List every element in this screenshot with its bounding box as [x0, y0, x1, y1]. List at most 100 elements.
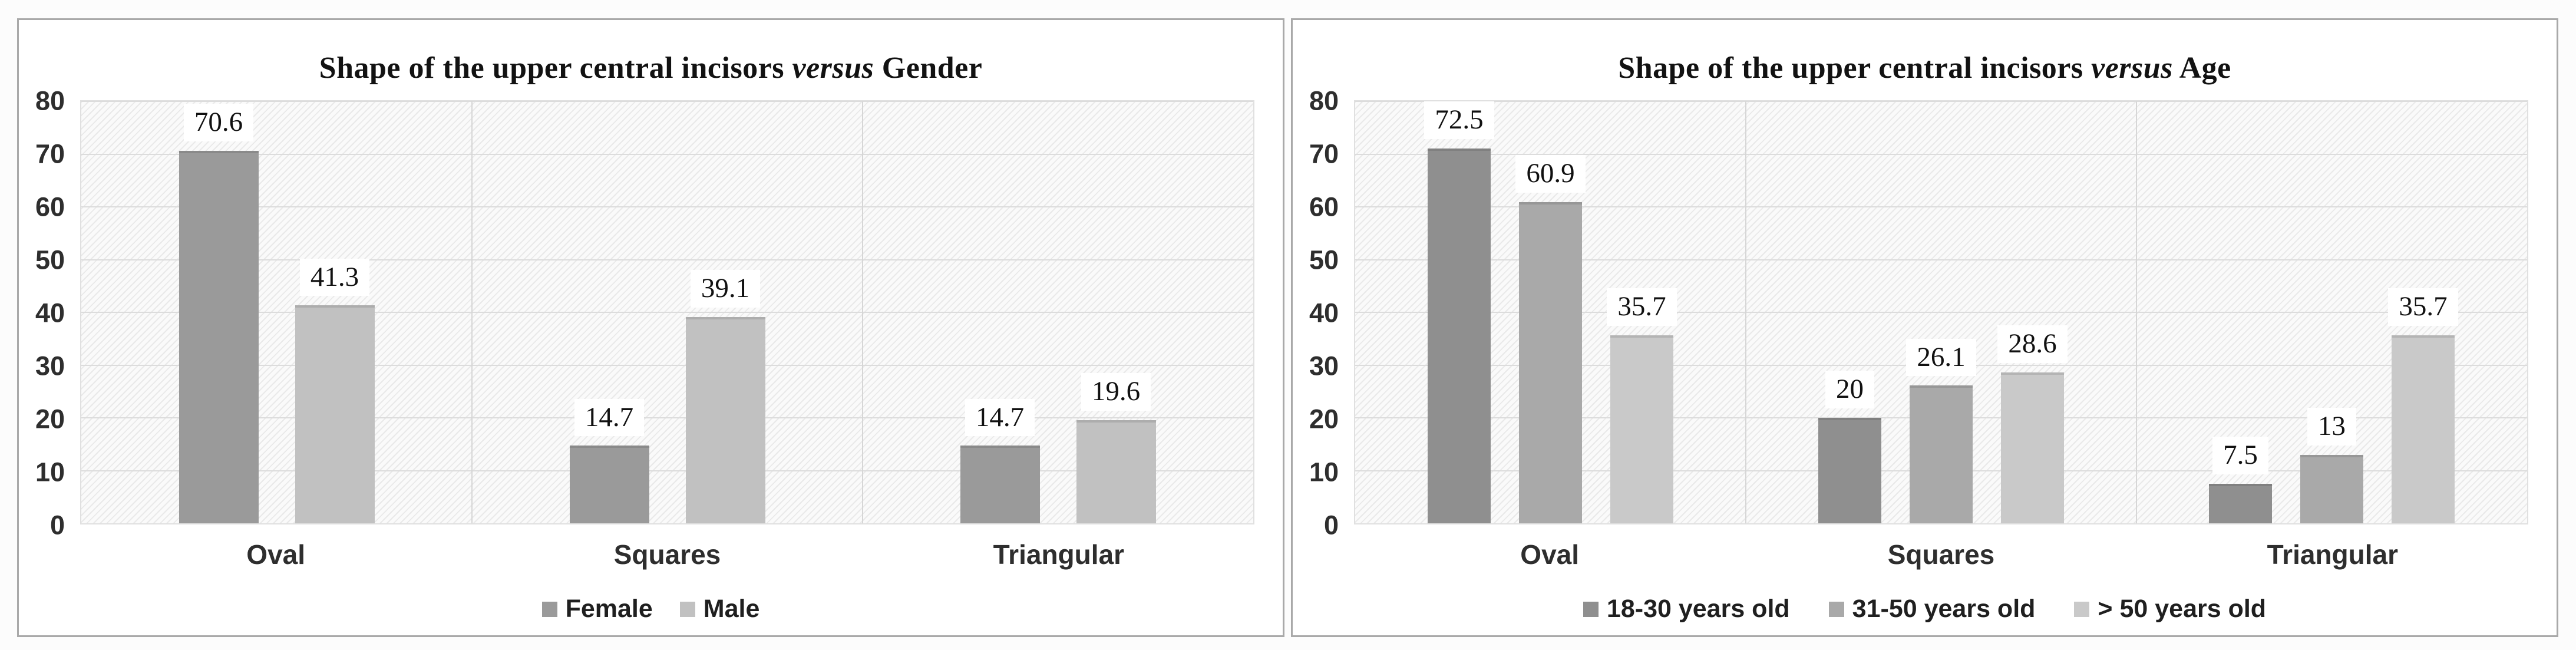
gridline-y-60	[81, 206, 1253, 207]
bar-18-30-years-old	[1428, 148, 1491, 523]
category-separator	[1745, 101, 1746, 523]
gridline-y-80	[81, 101, 1253, 102]
gridline-y-70	[81, 153, 1253, 155]
bar-18-30-years-old	[2209, 483, 2272, 523]
bar-cell: 35.7	[2388, 101, 2458, 523]
title-text: Shape of the upper central incisors	[1618, 51, 2083, 85]
bar-male	[685, 317, 765, 523]
title-italic-word: versus	[792, 51, 874, 85]
x-category-label-oval: Oval	[246, 539, 306, 570]
gridline-y-50	[81, 259, 1253, 260]
gridline-y-40	[81, 312, 1253, 313]
data-label: 41.3	[299, 258, 370, 296]
legend-item: 18-30 years old	[1583, 595, 1790, 623]
title-suffix: Gender	[881, 51, 983, 85]
y-tick-label-20: 20	[1309, 404, 1339, 434]
bar-cell: 41.3	[295, 101, 375, 523]
bar-cell: 26.1	[1906, 101, 1976, 523]
x-category-label-triangular: Triangular	[2267, 539, 2399, 570]
bar-male	[295, 305, 375, 523]
legend-swatch-icon	[1828, 601, 1844, 617]
data-label: 60.9	[1515, 155, 1586, 193]
chart-age-panel: Shape of the upper central incisors vers…	[1291, 18, 2558, 637]
x-axis-category-labels: Oval Squares Triangular	[80, 539, 1254, 570]
category-separator	[2135, 101, 2137, 523]
bar-group-triangular: 14.7 19.6	[863, 101, 1253, 523]
bar-50-years-old	[2392, 335, 2455, 523]
bar-50-years-old	[2001, 372, 2064, 523]
category-separator	[471, 101, 473, 523]
y-tick-label-40: 40	[35, 298, 65, 328]
bar-group-squares: 20 26.1 28.6	[1746, 101, 2136, 523]
bar-male	[1076, 420, 1156, 523]
data-label: 39.1	[690, 270, 761, 308]
bar-female	[569, 446, 649, 523]
bar-cell: 13	[2300, 101, 2363, 523]
y-tick-label-0: 0	[1323, 510, 1339, 540]
legend-swatch-icon	[2074, 601, 2090, 617]
data-label: 70.6	[183, 104, 254, 142]
y-tick-label-50: 50	[1309, 245, 1339, 275]
y-axis: 0 10 20 30 40 50 60 70 80	[1293, 88, 1347, 539]
legend-item: Female	[541, 595, 653, 623]
bar-group-squares: 14.7 39.1	[472, 101, 863, 523]
legend-swatch-icon	[679, 601, 695, 617]
data-label: 14.7	[965, 398, 1035, 437]
data-label: 35.7	[1607, 288, 1677, 326]
data-label: 26.1	[1906, 338, 1976, 377]
gridline-y-30	[81, 364, 1253, 366]
bar-cell: 70.6	[179, 101, 259, 523]
data-label: 28.6	[1997, 325, 2068, 364]
bar-group-oval: 72.5 60.9 35.7	[1355, 101, 1746, 523]
plot-area: 70.6 41.3 14.7 39.1 14.7 19.6	[80, 100, 1254, 524]
y-tick-label-40: 40	[1309, 298, 1339, 328]
y-axis: 0 10 20 30 40 50 60 70 80	[19, 88, 73, 539]
gridline-y-80	[1355, 101, 2527, 102]
legend-label: Female	[565, 595, 653, 623]
y-tick-label-0: 0	[49, 510, 65, 540]
x-category-label-oval: Oval	[1520, 539, 1580, 570]
data-label: 13	[2307, 407, 2356, 446]
bar-cell: 19.6	[1076, 101, 1156, 523]
category-separator	[861, 101, 863, 523]
x-category-label-squares: Squares	[1887, 539, 1995, 570]
data-label: 14.7	[574, 398, 645, 437]
data-label: 7.5	[2212, 437, 2268, 474]
bar-cell: 39.1	[685, 101, 765, 523]
bar-31-50-years-old	[1519, 202, 1582, 523]
gridline-y-10	[81, 470, 1253, 471]
legend-label: 31-50 years old	[1852, 595, 2036, 623]
legend-swatch-icon	[1583, 601, 1599, 617]
gridline-y-20	[81, 417, 1253, 418]
title-text: Shape of the upper central incisors	[319, 51, 784, 85]
bar-18-30-years-old	[1818, 418, 1881, 523]
legend-label: Male	[703, 595, 760, 623]
gridline-y-60	[1355, 206, 2527, 207]
bar-cell: 72.5	[1424, 101, 1494, 523]
legend-item: 31-50 years old	[1828, 595, 2036, 623]
x-category-label-squares: Squares	[613, 539, 721, 570]
y-tick-label-30: 30	[1309, 351, 1339, 381]
chart-gender-title: Shape of the upper central incisors vers…	[19, 51, 1283, 85]
y-tick-label-60: 60	[35, 192, 65, 222]
legend: Female Male	[19, 595, 1283, 623]
data-label: 20	[1825, 371, 1874, 408]
y-tick-label-70: 70	[1309, 138, 1339, 169]
legend-swatch-icon	[541, 601, 557, 617]
legend-label: > 50 years old	[2098, 595, 2267, 623]
legend-item: Male	[679, 595, 760, 623]
bar-cell: 14.7	[569, 101, 649, 523]
y-tick-label-60: 60	[1309, 192, 1339, 222]
gridline-y-50	[1355, 259, 2527, 260]
bar-cell: 20	[1818, 101, 1881, 523]
legend-label: 18-30 years old	[1606, 595, 1790, 623]
y-tick-label-70: 70	[35, 138, 65, 169]
bar-cell: 14.7	[960, 101, 1040, 523]
x-axis-category-labels: Oval Squares Triangular	[1354, 539, 2528, 570]
data-label: 35.7	[2388, 288, 2458, 326]
bar-cell: 35.7	[1607, 101, 1677, 523]
bar-female	[179, 151, 259, 523]
y-tick-label-50: 50	[35, 245, 65, 275]
bar-50-years-old	[1610, 335, 1673, 523]
